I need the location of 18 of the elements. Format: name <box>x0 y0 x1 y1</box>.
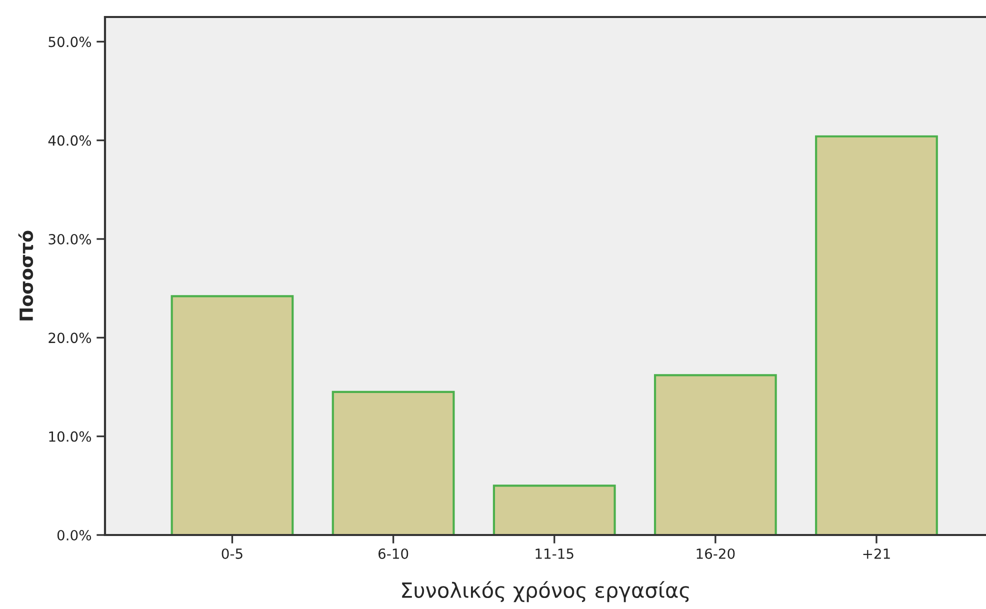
x-tick-label: +21 <box>863 548 890 559</box>
x-tick-label: 0-5 <box>222 548 242 559</box>
bar <box>815 135 938 535</box>
y-tick-label: 20.0% <box>48 332 92 344</box>
x-tick-label: 16-20 <box>696 548 735 559</box>
x-axis-title: Συνολικός χρόνος εργασίας <box>402 581 689 602</box>
y-tick-label: 0.0% <box>57 530 92 540</box>
y-axis-title: Ποσοστό <box>18 230 34 320</box>
bar <box>492 484 616 535</box>
x-tick-label: 11-15 <box>536 548 574 559</box>
y-tick-label: 10.0% <box>49 431 92 442</box>
y-tick-label: 40.0% <box>48 135 92 146</box>
bar <box>332 390 455 535</box>
x-tick-label: 6-10 <box>378 548 408 559</box>
y-tick-label: 30.0% <box>48 234 92 244</box>
bar <box>170 295 294 535</box>
y-tick-label: 50.0% <box>48 36 92 48</box>
bar <box>654 374 777 535</box>
